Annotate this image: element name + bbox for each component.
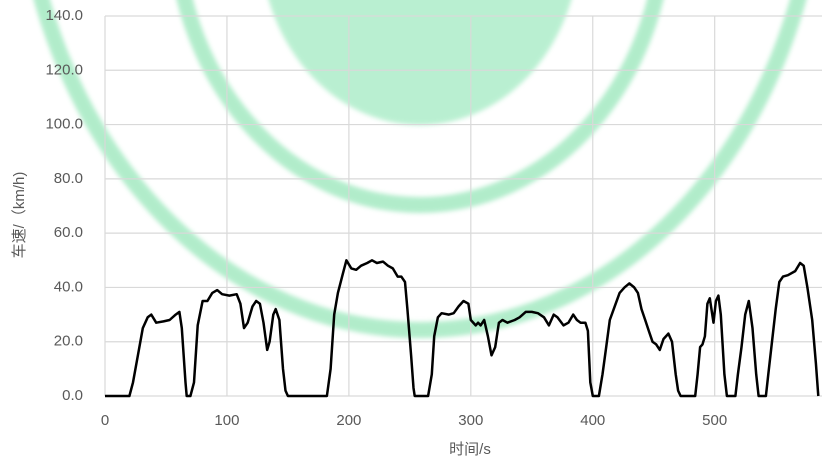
x-tick-label: 400	[580, 412, 605, 429]
x-axis-label: 时间/s	[449, 441, 491, 458]
y-tick-label: 80.0	[54, 170, 83, 187]
y-tick-label: 140.0	[45, 7, 83, 24]
x-tick-label: 300	[458, 412, 483, 429]
x-tick-label: 0	[101, 412, 109, 429]
y-tick-label: 120.0	[45, 61, 83, 78]
background-decoration	[33, 0, 807, 338]
y-tick-label: 60.0	[54, 224, 83, 241]
speed-line	[105, 259, 820, 398]
y-tick-label: 0.0	[62, 387, 83, 404]
y-tick-label: 40.0	[54, 278, 83, 295]
x-tick-label: 100	[214, 412, 239, 429]
y-axis-label: 车速/（km/h)	[11, 172, 28, 259]
x-tick-label: 500	[702, 412, 727, 429]
x-tick-label: 200	[336, 412, 361, 429]
y-tick-label: 20.0	[54, 333, 83, 350]
y-tick-label: 100.0	[45, 116, 83, 133]
